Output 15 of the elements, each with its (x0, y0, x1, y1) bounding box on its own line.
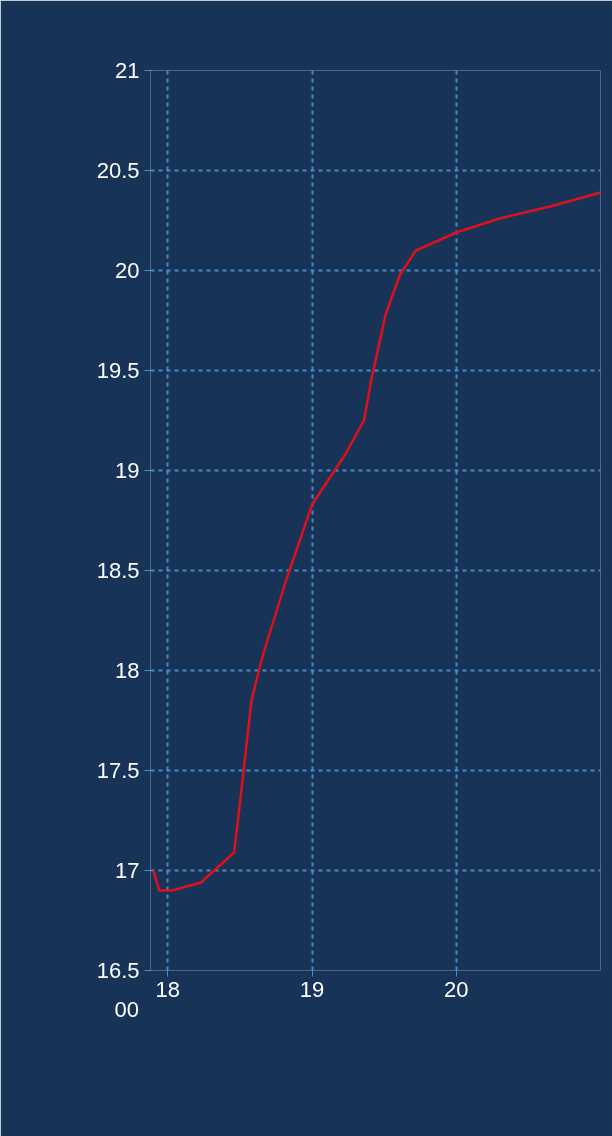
y-tick-label: 20 (115, 258, 140, 283)
x-tick-label: 19 (299, 976, 325, 1002)
text: 00 (114, 996, 139, 1022)
y-tick-label: 18 (115, 658, 140, 683)
y-tick-label: 17 (115, 858, 140, 883)
y-tick-label: 21 (115, 58, 140, 83)
y-tick-label: 19.5 (96, 358, 140, 383)
y-tick-label: 19 (115, 458, 140, 483)
x-tick-label: 20 (444, 976, 469, 1002)
x-tick-label: 18 (155, 976, 181, 1002)
y-tick-label: 17.5 (96, 758, 140, 783)
y-tick-label: 18.5 (96, 558, 140, 583)
line-series (152, 191, 601, 892)
y-tick-label: 20.5 (96, 158, 140, 183)
y-tick-label: 16.5 (96, 958, 140, 983)
